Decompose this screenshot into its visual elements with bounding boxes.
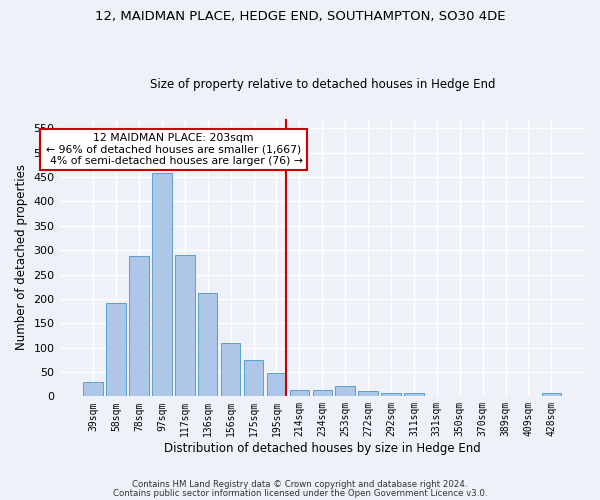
Bar xyxy=(267,374,286,396)
Bar xyxy=(221,343,241,396)
Text: Contains public sector information licensed under the Open Government Licence v3: Contains public sector information licen… xyxy=(113,490,487,498)
Bar xyxy=(198,292,217,397)
Text: 12 MAIDMAN PLACE: 203sqm  
← 96% of detached houses are smaller (1,667)
  4% of : 12 MAIDMAN PLACE: 203sqm ← 96% of detach… xyxy=(43,133,304,166)
Bar xyxy=(335,386,355,396)
Bar xyxy=(358,392,378,396)
Bar xyxy=(106,304,126,396)
Title: Size of property relative to detached houses in Hedge End: Size of property relative to detached ho… xyxy=(149,78,495,91)
Bar xyxy=(404,394,424,396)
X-axis label: Distribution of detached houses by size in Hedge End: Distribution of detached houses by size … xyxy=(164,442,481,455)
Bar xyxy=(542,394,561,396)
Bar xyxy=(152,173,172,396)
Bar xyxy=(83,382,103,396)
Bar xyxy=(313,390,332,396)
Text: 12, MAIDMAN PLACE, HEDGE END, SOUTHAMPTON, SO30 4DE: 12, MAIDMAN PLACE, HEDGE END, SOUTHAMPTO… xyxy=(95,10,505,23)
Bar xyxy=(381,394,401,396)
Bar xyxy=(129,256,149,396)
Bar xyxy=(244,360,263,396)
Text: Contains HM Land Registry data © Crown copyright and database right 2024.: Contains HM Land Registry data © Crown c… xyxy=(132,480,468,489)
Y-axis label: Number of detached properties: Number of detached properties xyxy=(15,164,28,350)
Bar xyxy=(290,390,309,396)
Bar xyxy=(175,254,194,396)
